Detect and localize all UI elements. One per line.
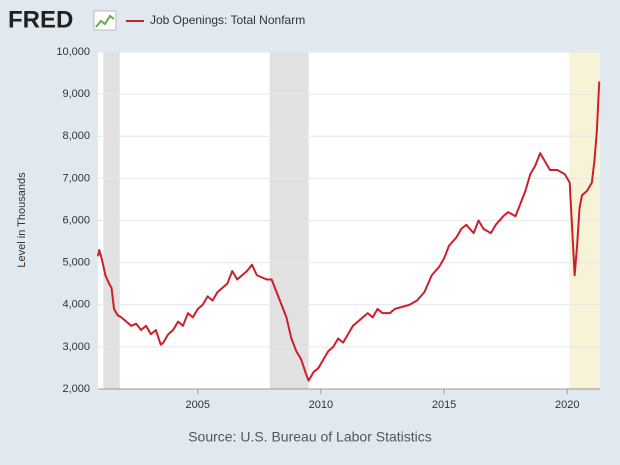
y-tick-label: 4,000	[62, 299, 90, 311]
x-tick-label: 2015	[432, 399, 456, 411]
logo-icon	[93, 10, 117, 31]
y-tick-label: 6,000	[62, 214, 90, 226]
y-tick-label: 7,000	[62, 172, 90, 184]
y-tick-label: 10,000	[56, 46, 90, 58]
x-tick-label: 2005	[186, 399, 210, 411]
y-tick-label: 8,000	[62, 130, 90, 142]
data-line	[97, 81, 601, 382]
y-tick-label: 9,000	[62, 88, 90, 100]
x-tick-label: 2010	[309, 399, 333, 411]
legend-label: Job Openings: Total Nonfarm	[150, 13, 305, 27]
x-tick-label: 2020	[555, 399, 579, 411]
y-tick-label: 5,000	[62, 257, 90, 269]
logo: FRED	[8, 6, 73, 33]
source: Source: U.S. Bureau of Labor Statistics	[188, 429, 432, 445]
y-tick-label: 2,000	[62, 383, 90, 395]
y-tick-label: 3,000	[62, 341, 90, 353]
y-axis-label: Level in Thousands	[16, 172, 28, 268]
